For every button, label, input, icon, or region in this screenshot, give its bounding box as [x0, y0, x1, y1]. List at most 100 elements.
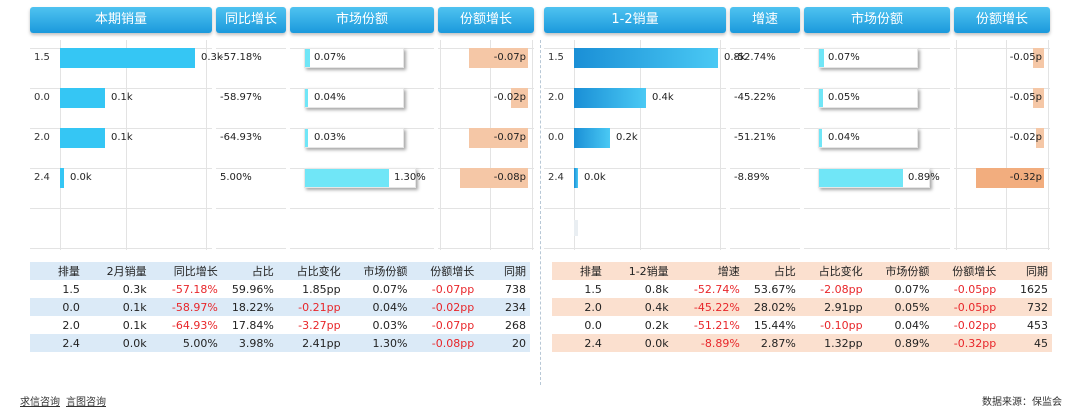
share-growth-value: -0.07p — [493, 52, 526, 63]
grid-line-horizontal — [438, 248, 534, 249]
grid-line-horizontal — [216, 128, 286, 129]
share-growth-bar — [468, 48, 528, 68]
sales-bar — [574, 128, 610, 148]
table-cell: 0.07% — [894, 282, 930, 296]
table-cell: 3.98% — [238, 336, 274, 350]
yoy-value: -8.89% — [734, 172, 770, 183]
table-cell: 17.84% — [231, 318, 274, 332]
right-summary-table: 排量 1-2销量 增速 占比 占比变化 市场份额 份额增长 同期 1.5 0.8k -52.74%… — [552, 262, 1052, 352]
table-cell: 45 — [1034, 336, 1048, 350]
sales-value-label: 0.0k — [70, 172, 92, 183]
table-header-cell: 排量 — [57, 265, 80, 278]
grid-line-horizontal — [544, 248, 726, 249]
table-header-cell: 市场份额 — [885, 265, 930, 278]
grid-line-vertical — [720, 40, 721, 250]
share-value: 0.04% — [314, 92, 346, 103]
table-cell: -0.05pp — [953, 300, 997, 314]
share-value: 0.07% — [314, 52, 346, 63]
sales-value-label: 0.8k — [724, 52, 746, 63]
share-bar-box — [304, 88, 404, 108]
yoy-value: 5.00% — [220, 172, 252, 183]
left-header-yoy: 同比增长 — [216, 7, 286, 33]
share-bar-fill — [305, 169, 389, 187]
share-growth-bar — [976, 168, 1044, 188]
table-cell: 2.91pp — [824, 300, 863, 314]
table-cell: 0.03% — [372, 318, 408, 332]
share-bar-fill — [305, 49, 310, 67]
table-cell: 2.0 — [584, 300, 602, 314]
sales-value-label: 0.2k — [616, 132, 638, 143]
share-growth-bar — [511, 88, 528, 108]
table-cell: 453 — [1027, 318, 1048, 332]
left-header-share-growth: 份额增长 — [438, 7, 534, 33]
grid-line-horizontal — [438, 88, 534, 89]
grid-line-horizontal — [804, 208, 950, 209]
share-growth-bar — [1033, 48, 1044, 68]
right-header-share-growth: 份额增长 — [954, 7, 1050, 33]
right-table-header-row: 排量 1-2销量 增速 占比 占比变化 市场份额 份额增长 同期 — [552, 262, 1052, 280]
grid-line-vertical — [206, 40, 207, 250]
footer-link-yantu[interactable]: 言图咨询 — [66, 397, 106, 408]
share-bar-box — [818, 168, 930, 188]
grid-line-horizontal — [954, 208, 1050, 209]
share-value: 0.04% — [828, 132, 860, 143]
share-growth-value: -0.02p — [493, 92, 526, 103]
table-header-cell: 同期 — [504, 265, 526, 278]
table-cell: -58.97% — [171, 300, 218, 314]
grid-line-horizontal — [30, 128, 212, 129]
table-header-cell: 份额增长 — [952, 265, 997, 278]
share-growth-bar — [468, 128, 528, 148]
share-value: 0.07% — [828, 52, 860, 63]
table-cell: 1.85pp — [302, 282, 341, 296]
category-label: 2.0 — [34, 132, 50, 143]
table-cell: -0.02pp — [431, 300, 475, 314]
category-label: 0.0 — [548, 132, 564, 143]
grid-line-horizontal — [216, 48, 286, 49]
grid-line-vertical — [956, 40, 957, 250]
grid-line-horizontal — [544, 128, 726, 129]
yoy-value: -58.97% — [220, 92, 262, 103]
table-cell: 0.05% — [894, 300, 930, 314]
table-cell: 738 — [505, 282, 526, 296]
table-cell: -0.10pp — [820, 318, 863, 332]
table-cell: 5.00% — [182, 336, 218, 350]
right-header-share: 市场份额 — [804, 7, 950, 33]
left-header-sales: 本期销量 — [30, 7, 212, 33]
category-label: 1.5 — [548, 52, 564, 63]
table-cell: -0.32pp — [953, 336, 997, 350]
table-header-cell: 增速 — [717, 265, 740, 278]
grid-line-vertical — [1048, 40, 1049, 250]
share-growth-value: -0.05p — [1009, 92, 1042, 103]
table-cell: 1625 — [1020, 282, 1048, 296]
grid-line-horizontal — [30, 208, 212, 209]
table-cell: 2.87% — [760, 336, 796, 350]
table-cell: 53.67% — [753, 282, 796, 296]
left-header-share: 市场份额 — [290, 7, 434, 33]
share-value: 0.89% — [908, 172, 940, 183]
sales-value-label: 0.4k — [652, 92, 674, 103]
share-growth-value: -0.08p — [493, 172, 526, 183]
category-label: 1.5 — [34, 52, 50, 63]
table-row: 1.5 0.8k -52.74% 53.67% -2.08pp 0.07% -0.05pp 1… — [552, 280, 1052, 298]
table-cell: 0.04% — [894, 318, 930, 332]
table-cell: 0.4k — [644, 300, 669, 314]
table-cell: 1.5 — [584, 282, 602, 296]
section-divider — [540, 40, 541, 385]
share-bar-box — [818, 88, 918, 108]
table-cell: 0.07% — [372, 282, 408, 296]
grid-line-horizontal — [30, 88, 212, 89]
left-sales-panel: 1.5 0.3k 0.0 0.1k 2.0 0.1k 2.4 0.0k — [30, 40, 223, 250]
table-cell: 0.0 — [584, 318, 602, 332]
table-cell: -0.07pp — [431, 318, 475, 332]
table-cell: 2.41pp — [302, 336, 341, 350]
left-summary-table: 排量 2月销量 同比增长 占比 占比变化 市场份额 份额增长 同期 1.5 0.3k -57.18… — [30, 262, 530, 352]
table-cell: 0.8k — [644, 282, 669, 296]
grid-line-horizontal — [544, 168, 726, 169]
grid-line-horizontal — [290, 208, 434, 209]
share-growth-bar — [1033, 88, 1044, 108]
footer-link-qiuxin[interactable]: 求信咨询 — [20, 397, 60, 408]
share-bar-box — [304, 168, 416, 188]
yoy-value: -45.22% — [734, 92, 776, 103]
table-row: 2.0 0.4k -45.22% 28.02% 2.91pp 0.05% -0.05pp 73… — [552, 298, 1052, 316]
share-growth-value: -0.07p — [493, 132, 526, 143]
